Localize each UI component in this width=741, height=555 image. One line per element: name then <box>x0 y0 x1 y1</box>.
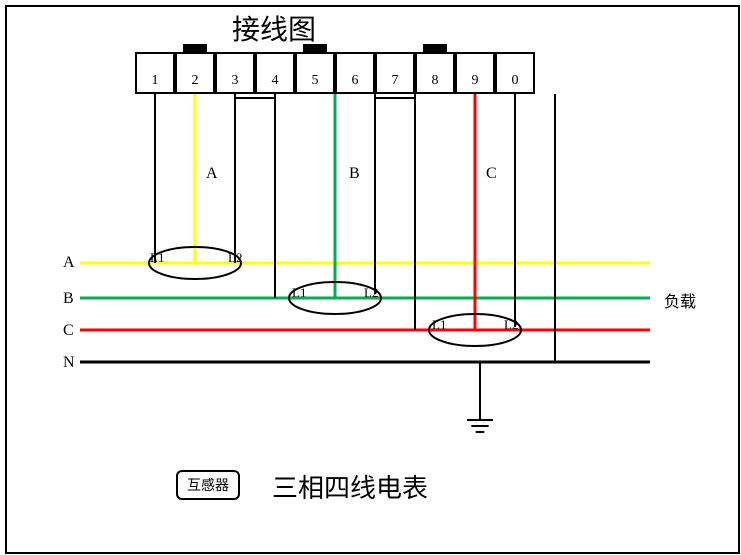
ct3-L1-label: L1 <box>432 317 446 333</box>
bus-label-A: A <box>63 254 75 272</box>
bus-label-B: B <box>63 290 74 308</box>
ct1-L1-label: L1 <box>150 250 164 266</box>
ct1-L2-label: L2 <box>228 250 242 266</box>
phase-label-C: C <box>486 165 497 183</box>
load-label: 负载 <box>664 288 696 312</box>
terminal-tab-8 <box>423 44 447 52</box>
terminal-4: 4 <box>255 52 295 94</box>
phase-label-A: A <box>206 165 218 183</box>
terminal-3: 3 <box>215 52 255 94</box>
terminal-1: 1 <box>135 52 175 94</box>
terminal-0: 0 <box>495 52 535 94</box>
transformer-legend-text: 互感器 <box>187 475 229 495</box>
terminal-5: 5 <box>295 52 335 94</box>
ct3-L2-label: L2 <box>504 317 518 333</box>
terminal-8: 8 <box>415 52 455 94</box>
terminal-9: 9 <box>455 52 495 94</box>
ct2-L2-label: L2 <box>364 285 378 301</box>
bus-label-C: C <box>63 322 74 340</box>
terminal-tab-5 <box>303 44 327 52</box>
meter-label: 三相四线电表 <box>272 468 428 505</box>
bus-label-N: N <box>63 354 75 372</box>
phase-label-B: B <box>349 165 360 183</box>
canvas: 接线图 三相四线电表 互感器 负载 ABC ABCN L1L2L1L2L1L2 … <box>0 0 741 555</box>
terminal-2: 2 <box>175 52 215 94</box>
terminal-tab-2 <box>183 44 207 52</box>
terminal-6: 6 <box>335 52 375 94</box>
terminal-7: 7 <box>375 52 415 94</box>
transformer-legend: 互感器 <box>176 470 240 500</box>
ct2-L1-label: L1 <box>292 285 306 301</box>
